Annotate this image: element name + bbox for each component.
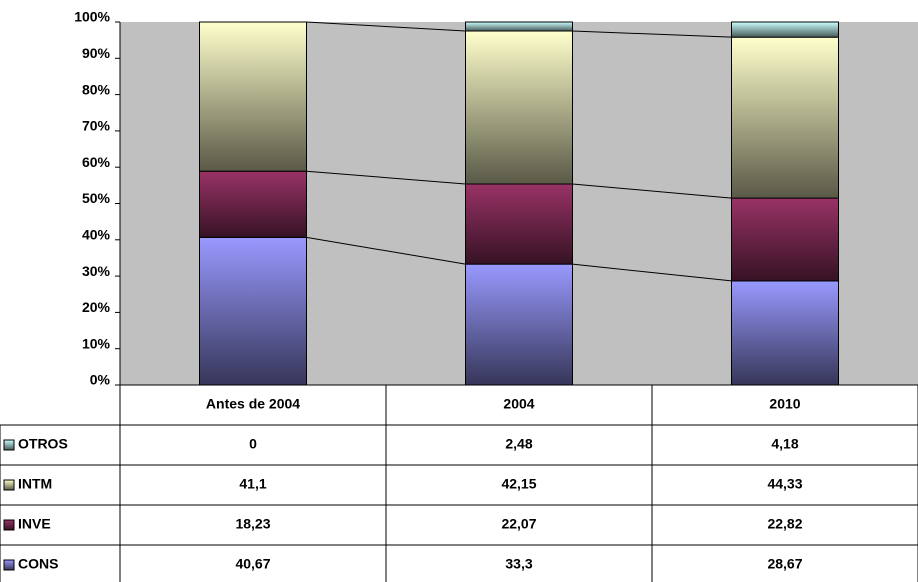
table-value: 44,33 (767, 476, 802, 492)
bar-segment (731, 36, 839, 199)
series-line (306, 21, 466, 32)
category-label: 2004 (503, 396, 534, 412)
bar-segment (199, 21, 307, 172)
legend-label: INTM (18, 476, 52, 492)
series-line (572, 183, 732, 199)
legend-label: OTROS (18, 436, 68, 452)
y-tick-label: 100% (74, 9, 110, 25)
y-tick-label: 40% (82, 227, 111, 243)
bar-segment (731, 197, 839, 282)
legend-label: INVE (18, 516, 51, 532)
y-tick-label: 60% (82, 154, 111, 170)
table-value: 40,67 (235, 556, 270, 572)
bar-segment (731, 280, 839, 386)
series-line (306, 236, 466, 265)
series-line (572, 30, 732, 38)
y-tick-label: 80% (82, 81, 111, 97)
table-value: 28,67 (767, 556, 802, 572)
y-tick-label: 50% (82, 190, 111, 206)
bar-segment (199, 236, 307, 386)
bar-segment (731, 21, 839, 38)
table-value: 42,15 (501, 476, 536, 492)
legend-key (3, 519, 15, 531)
table-value: 41,1 (239, 476, 266, 492)
table-value: 4,18 (771, 436, 798, 452)
table-value: 22,07 (501, 516, 536, 532)
series-line (572, 263, 732, 282)
table-value: 33,3 (505, 556, 532, 572)
table-value: 0 (249, 436, 257, 452)
legend-key (3, 479, 15, 491)
y-tick-label: 10% (82, 335, 111, 351)
table-value: 18,23 (235, 516, 270, 532)
legend-key (3, 559, 15, 571)
legend-label: CONS (18, 556, 58, 572)
y-tick-label: 70% (82, 118, 111, 134)
bar-segment (465, 21, 573, 32)
bar-segment (465, 263, 573, 386)
y-tick-label: 90% (82, 45, 111, 61)
category-label: Antes de 2004 (206, 396, 300, 412)
bar-segment (465, 30, 573, 185)
table-value: 22,82 (767, 516, 802, 532)
bar-segment (465, 183, 573, 265)
y-tick-label: 20% (82, 299, 111, 315)
table-value: 2,48 (505, 436, 532, 452)
series-line (306, 170, 466, 185)
category-label: 2010 (769, 396, 800, 412)
bar-segment (199, 170, 307, 238)
y-tick-label: 0% (90, 372, 111, 388)
y-tick-label: 30% (82, 263, 111, 279)
legend-key (3, 439, 15, 451)
